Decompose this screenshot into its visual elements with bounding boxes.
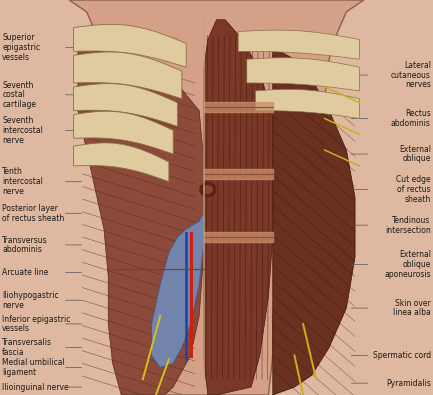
Text: Superior
epigastric
vessels: Superior epigastric vessels (2, 33, 40, 62)
Text: Iliohypogastric
nerve: Iliohypogastric nerve (2, 291, 59, 310)
Polygon shape (255, 89, 359, 118)
Text: Skin over
linea alba: Skin over linea alba (393, 299, 431, 318)
Circle shape (200, 182, 216, 197)
Polygon shape (74, 143, 169, 182)
Text: External
oblique
aponeurosis: External oblique aponeurosis (384, 250, 431, 279)
Text: Seventh
intercostal
nerve: Seventh intercostal nerve (2, 116, 43, 145)
Text: Posterior layer
of rectus sheath: Posterior layer of rectus sheath (2, 204, 65, 223)
Polygon shape (247, 58, 359, 91)
Text: Transversus
abdominis: Transversus abdominis (2, 235, 48, 254)
Polygon shape (74, 84, 178, 126)
Circle shape (204, 186, 212, 194)
Text: Lateral
cutaneous
nerves: Lateral cutaneous nerves (391, 61, 431, 89)
Text: Ilioinguinal nerve: Ilioinguinal nerve (2, 383, 69, 391)
Polygon shape (74, 52, 182, 99)
Text: Rectus
abdominis: Rectus abdominis (391, 109, 431, 128)
Text: Seventh
costal
cartilage: Seventh costal cartilage (2, 81, 36, 109)
Text: Spermatic cord: Spermatic cord (373, 351, 431, 360)
Polygon shape (74, 24, 186, 67)
Polygon shape (74, 111, 173, 154)
Text: Pyramidalis: Pyramidalis (386, 379, 431, 387)
Polygon shape (152, 213, 204, 367)
Text: External
oblique: External oblique (399, 145, 431, 164)
Polygon shape (204, 20, 273, 395)
Polygon shape (78, 47, 204, 395)
Text: Transversalis
fascia: Transversalis fascia (2, 338, 52, 357)
Polygon shape (69, 0, 364, 395)
Text: Arcuate line: Arcuate line (2, 268, 48, 277)
Text: Inferior epigastric
vessels: Inferior epigastric vessels (2, 314, 71, 333)
Text: Cut edge
of rectus
sheath: Cut edge of rectus sheath (396, 175, 431, 204)
Text: Tendinous
intersection: Tendinous intersection (385, 216, 431, 235)
Polygon shape (238, 30, 359, 59)
Polygon shape (273, 47, 355, 395)
Text: Medial umbilical
ligament: Medial umbilical ligament (2, 358, 65, 377)
Text: Tenth
intercostal
nerve: Tenth intercostal nerve (2, 167, 43, 196)
